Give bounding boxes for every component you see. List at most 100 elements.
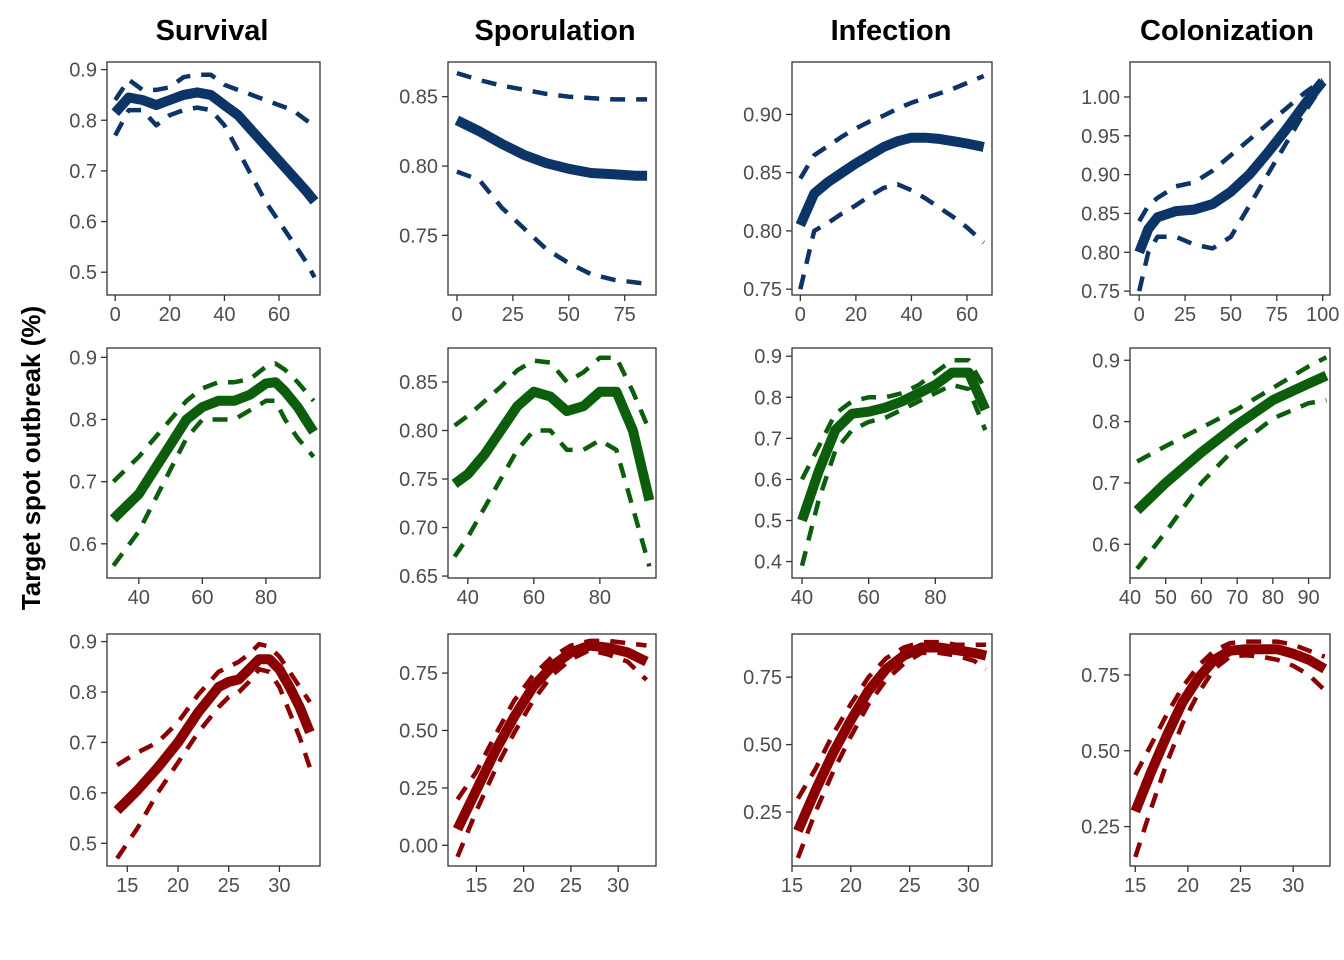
panel-infection-row1-ytick-label: 0.75 — [743, 279, 782, 301]
panel-infection-row1-ytick-label: 0.80 — [743, 221, 782, 243]
panel-infection-row3-ytick-label: 0.50 — [743, 735, 782, 757]
panel-grid: 0.50.60.70.80.90 20 40 600.750.800.850 25 50 7… — [69, 60, 1339, 897]
panel-colonization-row2-xtick-label: 70 — [1226, 587, 1248, 609]
panel-colonization-row3-xtick-label: 30 — [1282, 875, 1304, 897]
panel-sporulation-row2-ytick-label: 0.85 — [399, 372, 438, 394]
column-title-sporulation: Sporulation — [474, 15, 635, 47]
panel-sporulation-row2-lower-ci-line — [452, 428, 652, 568]
panel-colonization-row3-ytick-label: 0.25 — [1081, 817, 1120, 839]
panel-colonization-row1-ytick-label: 0.95 — [1081, 126, 1120, 148]
panel-infection-row3-xtick-label: 20 — [840, 875, 862, 897]
panel-colonization-row1-upper-ci-line — [1137, 78, 1325, 223]
panel-infection-row3-xtick-label: 25 — [899, 875, 921, 897]
panel-survival-row1-lower-ci-line — [113, 105, 317, 279]
panel-infection-row2-ytick-label: 0.6 — [754, 469, 782, 491]
panel-colonization-row2-xtick-label: 60 — [1190, 587, 1212, 609]
panel-survival-row2-xtick-label: 80 — [255, 587, 277, 609]
panel-colonization-row2-xtick-label: 80 — [1262, 587, 1284, 609]
panel-colonization-row2-ytick-label: 0.9 — [1092, 350, 1120, 372]
panel-colonization-row1-frame — [1129, 61, 1331, 296]
panel-survival-row3-xtick-label: 20 — [167, 875, 189, 897]
panel-infection-row2-upper-ci-line — [799, 358, 988, 481]
panel-colonization-row1-xtick-label: 75 — [1266, 304, 1288, 326]
panel-survival-row3-ytick-label: 0.6 — [69, 783, 97, 805]
panel-survival-row1-ytick-label: 0.6 — [69, 212, 97, 234]
column-title-survival: Survival — [156, 15, 269, 47]
panel-infection-row3-series — [793, 639, 988, 859]
panel-infection-row3-frame — [791, 633, 993, 867]
panel-sporulation-row1-xtick-label: 25 — [502, 304, 524, 326]
panel-survival-row3: 0.5 0.6 0.7 0.8 0.9 15 20 25 30 — [69, 632, 321, 897]
panel-sporulation-row1-xtick-label: 50 — [558, 304, 580, 326]
panel-survival-row3-upper-ci-line — [115, 641, 312, 768]
panel-infection-row1-ytick-label: 0.85 — [743, 163, 782, 185]
panel-infection-row2-ytick-label: 0.9 — [754, 346, 782, 368]
panel-sporulation-row3-xtick-label: 15 — [465, 875, 487, 897]
panel-sporulation-row2-series — [451, 355, 655, 568]
panel-survival-row2-xtick-label: 60 — [191, 587, 213, 609]
panel-survival-row1-ytick-label: 0.9 — [69, 60, 97, 82]
panel-infection-row3-lower-ci-line — [795, 650, 988, 859]
panel-survival-row2-ytick-label: 0.7 — [69, 472, 97, 494]
panel-sporulation-row2-xtick-label: 40 — [457, 587, 479, 609]
panel-infection-row3-ytick-label: 0.75 — [743, 667, 782, 689]
panel-survival-row2-series — [109, 361, 318, 567]
panel-colonization-row2: 0.6 0.7 0.8 0.9 40 50 60 70 80 90 — [1092, 347, 1331, 609]
panel-infection-row2-xtick-label: 60 — [858, 587, 880, 609]
panel-survival-row2-upper-ci-line — [111, 361, 316, 484]
panel-infection-row1-xtick-label: 20 — [845, 304, 867, 326]
panel-colonization-row1-ytick-label: 0.85 — [1081, 203, 1120, 225]
panel-colonization-row3-xtick-label: 15 — [1124, 875, 1146, 897]
panel-sporulation-row2-frame — [447, 347, 657, 579]
panel-sporulation-row1-ytick-label: 0.75 — [399, 225, 438, 247]
panel-colonization-row1-series — [1134, 78, 1327, 292]
panel-infection-row3-ytick-label: 0.25 — [743, 802, 782, 824]
panel-sporulation-row1-xtick-label: 0 — [451, 304, 462, 326]
panel-colonization-row1-ytick-label: 0.75 — [1081, 281, 1120, 303]
panel-colonization-row1-ytick-label: 0.80 — [1081, 242, 1120, 264]
column-title-infection: Infection — [831, 15, 952, 47]
panel-survival-row3-series — [113, 641, 315, 860]
panel-infection-row2-xtick-label: 40 — [791, 587, 813, 609]
panel-infection-row1-series — [795, 73, 986, 290]
panel-sporulation-row3-xtick-label: 20 — [513, 875, 535, 897]
panel-colonization-row1: 0.75 0.80 0.85 0.90 0.95 1.00 0 25 50 75 100 — [1081, 61, 1339, 326]
panel-colonization-row3-ytick-label: 0.50 — [1081, 741, 1120, 763]
panel-sporulation-row2-upper-ci-line — [453, 355, 652, 432]
panel-survival-row3-frame — [106, 633, 321, 867]
panel-sporulation-row1-lower-ci-line — [456, 169, 648, 287]
panel-infection-row2-xtick-label: 80 — [924, 587, 946, 609]
panel-colonization-row1-lower-ci-line — [1137, 84, 1325, 292]
panel-sporulation-row3-ytick-label: 0.50 — [399, 720, 438, 742]
panel-survival-row1-series — [111, 72, 319, 279]
panel-sporulation-row1-ytick-label: 0.85 — [399, 87, 438, 109]
panel-survival-row2-ytick-label: 0.6 — [69, 534, 97, 556]
panel-sporulation-row1-fit-line — [454, 115, 648, 181]
panel-sporulation-row1-upper-ci-line — [456, 70, 648, 102]
panel-colonization-row2-ytick-label: 0.6 — [1092, 534, 1120, 556]
panel-survival-row1-xtick-label: 40 — [213, 304, 235, 326]
panel-survival-row2-fit-line — [109, 377, 318, 523]
panel-infection-row1-fit-line — [795, 132, 985, 228]
panel-survival-row1-xtick-label: 60 — [268, 304, 290, 326]
panel-infection-row2: 0.4 0.5 0.6 0.7 0.8 0.9 40 60 80 — [754, 346, 993, 609]
panel-sporulation-row3-lower-ci-line — [455, 647, 649, 858]
panel-survival-row2-xtick-label: 40 — [128, 587, 150, 609]
panel-infection-row1-xtick-label: 60 — [956, 304, 978, 326]
panel-colonization-row2-xtick-label: 90 — [1297, 587, 1319, 609]
panel-infection-row1-xtick-label: 40 — [900, 304, 922, 326]
panel-colonization-row2-upper-ci-line — [1136, 355, 1328, 464]
panel-colonization-row3-series — [1130, 639, 1328, 858]
panel-infection-row2-ytick-label: 0.8 — [754, 387, 782, 409]
panel-infection-row2-frame — [791, 347, 993, 579]
panel-sporulation-row2-ytick-label: 0.80 — [399, 420, 438, 442]
panel-sporulation-row1-frame — [447, 61, 657, 296]
panel-colonization-row1-xtick-label: 25 — [1174, 304, 1196, 326]
panel-colonization-row2-frame — [1129, 347, 1331, 579]
panel-infection-row1-xtick-label: 0 — [795, 304, 806, 326]
panel-colonization-row3-xtick-label: 20 — [1177, 875, 1199, 897]
panel-colonization-row2-ytick-label: 0.8 — [1092, 412, 1120, 434]
panel-sporulation-row2-xtick-label: 60 — [523, 587, 545, 609]
panel-sporulation-row3-frame — [447, 633, 657, 867]
